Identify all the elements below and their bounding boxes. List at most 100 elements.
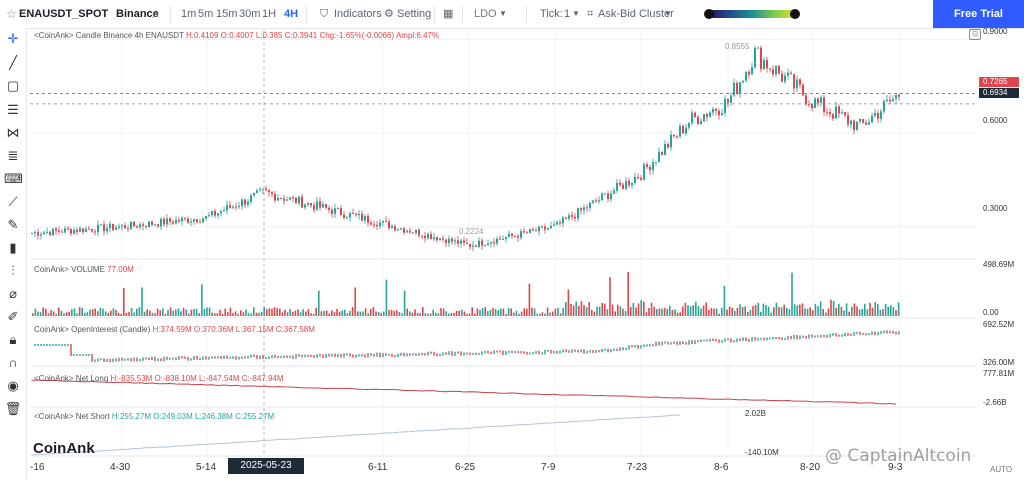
volume-bar [773,307,775,316]
trendline-icon[interactable]: ╱ [9,55,17,70]
candle-body [793,74,795,89]
volume-bar [65,312,68,316]
callout-icon[interactable]: ⌨ [4,171,23,186]
volume-bar [674,309,676,316]
volume-bar [518,313,520,316]
volume-bar [734,310,736,316]
net-long-legend: <CoinAnk> Net Long H:-835.53M O:-838.10M… [34,374,284,383]
pencil-icon[interactable]: ✐ [7,309,19,324]
candle-body [811,104,813,109]
free-trial-button[interactable]: Free Trial [933,0,1024,28]
candle-body [229,205,231,208]
price-chart[interactable] [0,0,1024,480]
volume-bar [258,312,260,316]
timeframe-15m[interactable]: 15m [216,8,238,20]
ask-bid-cluster-select[interactable]: Ask-Bid Cluster [598,8,674,20]
volume-bar [208,307,211,316]
timeframe-30m[interactable]: 30m [239,8,261,20]
exchange-name[interactable]: Binance [116,8,159,20]
search-icon[interactable]: ⌕ [152,6,160,21]
volume-bar [741,307,744,316]
volume-bar [793,304,796,316]
auto-scale-toggle[interactable]: AUTO [990,465,1013,474]
volume-bar [825,312,827,316]
volume-bar [588,302,590,316]
measure-icon[interactable]: ⌀ [9,286,17,301]
candle-body [643,164,645,180]
candle-body [673,134,675,137]
magnet-icon[interactable]: ∩ [8,355,18,370]
heatmap-gradient-slider[interactable] [704,9,800,19]
candle-body [184,217,186,219]
timeframe-1m[interactable]: 1m [181,8,197,20]
candle-body [235,206,237,208]
tick-value[interactable]: 1 [564,8,571,20]
timeframe-4h[interactable]: 4H [284,8,299,20]
timeframe-5m[interactable]: 5m [198,8,214,20]
candle-body [487,243,489,245]
volume-bar [429,313,432,316]
bar-chart-icon[interactable]: ▮ [9,240,17,255]
zoom-icon[interactable]: ⫶ [11,263,15,278]
candle-body [298,196,300,204]
high-price-marker: 0.8555 [725,42,750,51]
volume-bar [203,308,206,316]
volume-bar [32,313,34,316]
layout-grid-icon[interactable]: ▦ [443,8,454,20]
volume-bar [580,301,583,316]
rectangle-icon[interactable]: ▢ [6,78,20,93]
setting-button[interactable]: Setting [397,8,432,20]
candle-body [682,125,684,134]
volume-bar [180,311,182,316]
candle-body [799,79,801,85]
indicators-button[interactable]: Indicators [334,8,382,20]
candle-body [826,111,828,113]
crosshair-icon[interactable]: ✛ [7,31,19,46]
brush-icon[interactable]: ✎ [7,217,19,232]
symbol-name[interactable]: ENAUSDT_SPOT [19,8,109,20]
volume-bar [42,307,44,316]
coin-select[interactable]: LDO [474,8,497,20]
parallel-channel-icon[interactable]: ☰ [7,102,19,117]
candle-body [349,213,351,218]
volume-bar [572,305,575,316]
candle-body [475,245,477,247]
candle-body [700,121,702,125]
volume-bar [791,272,793,316]
lock-icon[interactable]: 🔒︎ [9,332,17,347]
volume-bar [299,312,302,316]
pattern-icon[interactable]: ⋈ [6,125,20,140]
timeframe-1h[interactable]: 1H [262,8,277,20]
candle-body [52,228,54,235]
screenshot-icon[interactable]: ⊡ [969,29,981,40]
slider-right-handle[interactable] [790,9,800,19]
trash-icon[interactable]: 🗑︎ [4,401,22,416]
favorite-star-icon[interactable]: ☆ [6,7,17,21]
candle-body [424,236,426,239]
volume-bar [874,302,876,316]
volume-bar [546,307,549,316]
candle-body [880,111,882,119]
candle-body [262,188,264,190]
candle-body [352,213,354,215]
candle-body [91,229,93,232]
volume-bar [770,312,772,316]
candle-body [295,197,297,204]
ruler-icon[interactable]: ⟋ [8,194,18,209]
volume-bar [268,308,271,316]
candle-body [490,242,492,244]
volume-bar [851,306,853,316]
volume-bar [76,313,78,316]
fib-icon[interactable]: ≣ [7,148,19,163]
candle-body [409,230,411,233]
volume-bar [747,311,749,316]
slider-left-handle[interactable] [704,9,714,19]
volume-bar [723,285,726,316]
volume-bar [806,308,809,316]
eye-icon[interactable]: ◉ [7,378,19,393]
candle-body [724,98,726,114]
volume-bar [583,304,585,316]
candle-body [370,222,372,225]
candle-body [457,240,459,244]
volume-bar [861,308,863,316]
